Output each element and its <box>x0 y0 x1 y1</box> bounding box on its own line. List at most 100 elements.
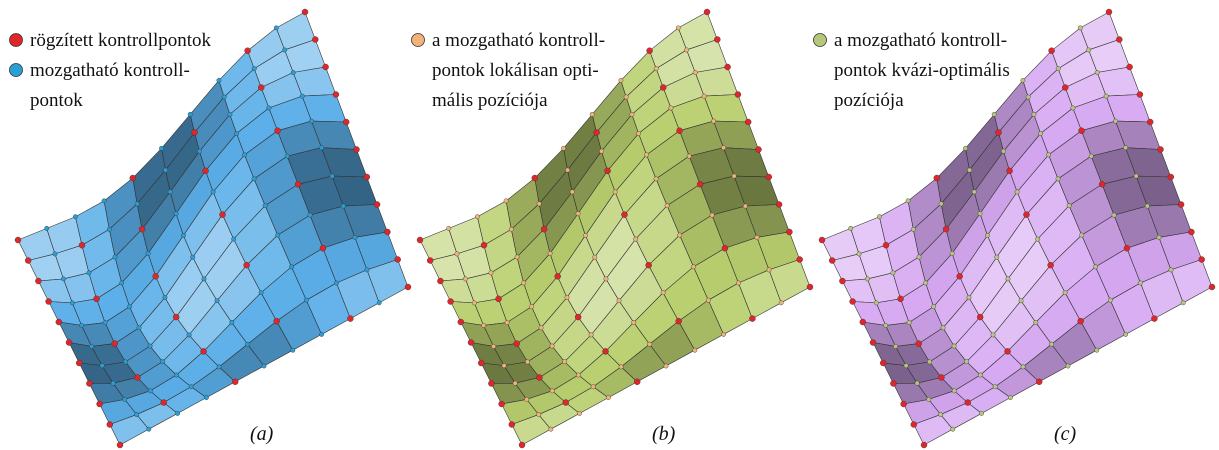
control-point <box>1199 257 1205 263</box>
control-point <box>636 131 640 135</box>
control-point <box>1188 229 1194 235</box>
control-point <box>677 233 681 237</box>
control-point <box>515 255 519 259</box>
control-point <box>147 427 151 431</box>
control-point <box>617 299 621 303</box>
control-point <box>931 304 935 308</box>
legend-text: mozgatható kontroll- <box>30 60 190 81</box>
legend-marker <box>10 34 23 47</box>
control-point <box>860 319 866 325</box>
control-point <box>677 128 683 134</box>
control-point <box>513 381 517 385</box>
control-point <box>259 290 263 294</box>
control-point <box>702 94 706 98</box>
control-point <box>767 268 771 272</box>
control-point <box>870 340 876 346</box>
control-point <box>86 381 92 387</box>
control-point <box>1063 290 1067 294</box>
control-point <box>219 212 225 218</box>
control-point <box>624 95 628 99</box>
control-point <box>148 389 152 393</box>
control-point <box>365 268 369 272</box>
control-point <box>76 360 82 366</box>
control-point <box>985 233 989 237</box>
control-point <box>916 341 922 347</box>
control-point <box>211 190 215 194</box>
legend-text: a mozgatható kontroll- <box>834 30 1007 51</box>
control-point <box>548 251 552 255</box>
control-point <box>1113 119 1117 123</box>
control-point <box>536 374 542 380</box>
control-point <box>561 146 565 150</box>
control-point <box>1108 298 1112 302</box>
control-point <box>807 284 813 290</box>
control-point <box>606 395 610 399</box>
control-point <box>87 271 91 275</box>
control-point <box>529 304 533 308</box>
control-point <box>201 348 207 354</box>
control-point <box>1104 94 1108 98</box>
control-point <box>455 252 459 256</box>
control-point <box>1001 149 1005 153</box>
control-point <box>943 226 949 232</box>
control-point <box>591 385 595 389</box>
control-point <box>174 211 178 215</box>
control-point <box>965 400 971 406</box>
legend-text: pontok <box>30 90 83 111</box>
control-point <box>252 66 256 70</box>
control-point <box>405 284 411 290</box>
legend-marker <box>10 64 23 77</box>
control-point <box>134 374 140 380</box>
control-point <box>146 251 150 255</box>
control-point <box>594 130 600 136</box>
control-point <box>153 273 159 279</box>
control-point <box>217 78 221 82</box>
control-point <box>135 202 139 206</box>
control-point <box>478 360 484 366</box>
control-point <box>481 323 485 327</box>
control-point <box>181 233 185 237</box>
control-point <box>1034 320 1038 324</box>
control-point <box>644 153 648 157</box>
control-point <box>1151 316 1157 322</box>
control-point <box>491 344 495 348</box>
control-point <box>756 147 762 153</box>
control-point <box>1046 153 1050 157</box>
control-point <box>308 213 312 217</box>
control-point <box>1106 9 1112 15</box>
control-point <box>687 154 691 158</box>
control-point <box>660 85 666 91</box>
control-point <box>661 290 665 294</box>
control-point <box>907 320 911 324</box>
control-point <box>550 344 554 348</box>
control-point <box>654 66 658 70</box>
control-point <box>664 364 668 368</box>
control-point <box>563 400 569 406</box>
control-point <box>766 174 772 180</box>
control-point <box>1078 318 1084 324</box>
control-point <box>244 262 250 268</box>
control-point <box>302 9 308 15</box>
control-point <box>285 154 289 158</box>
control-point <box>732 174 736 178</box>
control-point <box>263 203 267 207</box>
control-point <box>377 301 381 305</box>
control-point <box>570 190 574 194</box>
control-point <box>1169 268 1173 272</box>
control-point <box>447 226 451 230</box>
control-point <box>448 299 454 305</box>
control-point <box>245 48 251 54</box>
control-point <box>565 295 569 299</box>
control-point <box>188 112 192 116</box>
control-point <box>819 237 825 243</box>
control-point <box>320 245 326 251</box>
control-point <box>697 181 703 187</box>
control-point <box>706 298 710 302</box>
control-point <box>745 119 751 125</box>
control-point <box>295 181 301 187</box>
control-point <box>232 379 238 385</box>
control-point <box>334 281 338 285</box>
control-point <box>1048 262 1054 268</box>
control-point <box>977 314 983 320</box>
